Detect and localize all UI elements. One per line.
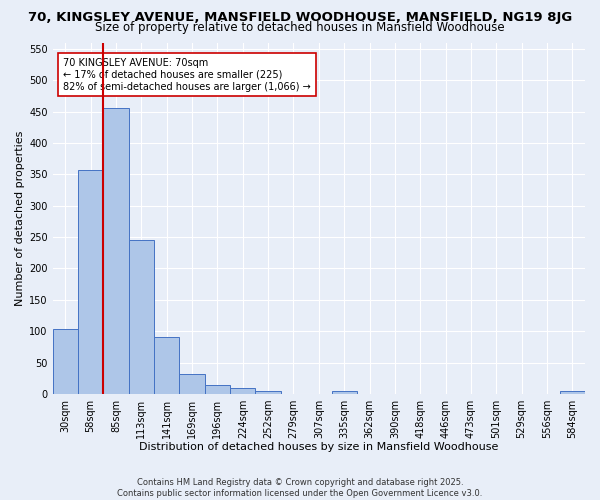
Bar bbox=[53, 330, 78, 394]
Bar bbox=[78, 170, 103, 394]
Y-axis label: Number of detached properties: Number of detached properties bbox=[15, 130, 25, 306]
Bar bbox=[230, 388, 256, 394]
Bar bbox=[129, 240, 154, 394]
Text: Contains HM Land Registry data © Crown copyright and database right 2025.
Contai: Contains HM Land Registry data © Crown c… bbox=[118, 478, 482, 498]
Bar bbox=[332, 392, 357, 394]
Bar bbox=[560, 392, 585, 394]
Bar bbox=[154, 338, 179, 394]
Bar bbox=[256, 391, 281, 394]
X-axis label: Distribution of detached houses by size in Mansfield Woodhouse: Distribution of detached houses by size … bbox=[139, 442, 499, 452]
Text: 70, KINGSLEY AVENUE, MANSFIELD WOODHOUSE, MANSFIELD, NG19 8JG: 70, KINGSLEY AVENUE, MANSFIELD WOODHOUSE… bbox=[28, 11, 572, 24]
Bar bbox=[205, 385, 230, 394]
Bar bbox=[179, 374, 205, 394]
Text: 70 KINGSLEY AVENUE: 70sqm
← 17% of detached houses are smaller (225)
82% of semi: 70 KINGSLEY AVENUE: 70sqm ← 17% of detac… bbox=[63, 58, 311, 92]
Bar bbox=[103, 108, 129, 394]
Text: Size of property relative to detached houses in Mansfield Woodhouse: Size of property relative to detached ho… bbox=[95, 22, 505, 35]
